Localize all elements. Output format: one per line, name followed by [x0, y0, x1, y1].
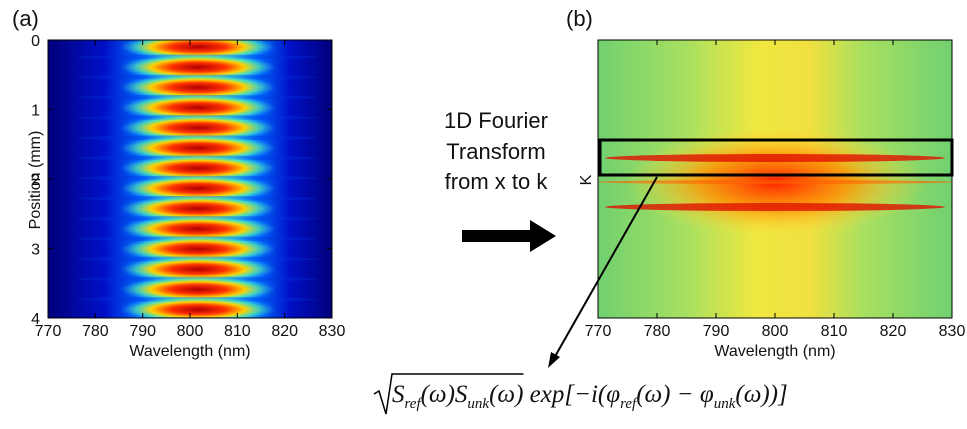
equation-term: (ω) — [489, 381, 523, 408]
fringe — [120, 256, 276, 283]
x-tick-label: 780 — [82, 323, 109, 340]
fringe — [120, 74, 276, 101]
arrow-text: from x to k — [445, 169, 549, 194]
fringe — [120, 94, 276, 121]
highlight-box — [598, 138, 954, 177]
x-axis-label: Wavelength (nm) — [714, 343, 835, 360]
y-tick-label: 3 — [31, 242, 40, 259]
x-axis-label: Wavelength (nm) — [129, 343, 250, 360]
heatmap-b — [598, 40, 952, 318]
y-axis-label: K — [578, 174, 595, 185]
x-tick-label: 770 — [585, 323, 612, 340]
x-tick-label: 810 — [224, 323, 251, 340]
sqrt-sign — [373, 373, 524, 415]
x-tick-label: 820 — [880, 323, 907, 340]
x-tick-label: 790 — [129, 323, 156, 340]
equation-term: S — [392, 381, 405, 408]
fringe — [120, 276, 276, 303]
equation-term: φ — [606, 381, 620, 408]
x-tick-label: 770 — [35, 323, 62, 340]
transform-arrow — [462, 220, 556, 252]
y-tick-label: 2 — [31, 172, 40, 189]
fringe — [120, 175, 276, 202]
x-tick-label: 830 — [319, 323, 346, 340]
x-tick-label: 800 — [177, 323, 204, 340]
fringe — [120, 135, 276, 161]
fringe — [120, 54, 276, 81]
equation-term: ref — [620, 396, 638, 412]
pointer-line — [552, 176, 658, 361]
equation-term: ref — [405, 396, 423, 412]
arrow-text: Transform — [446, 139, 545, 164]
fringe — [120, 114, 276, 141]
fringe — [120, 155, 276, 182]
fringe — [120, 195, 276, 222]
equation-term: (ω) − — [636, 381, 700, 408]
equation-term: unk — [714, 396, 736, 412]
panel-label: (a) — [12, 6, 39, 31]
y-tick-label: 1 — [31, 103, 40, 120]
equation: Sref(ω)Sunk(ω) exp[−i(φref(ω) − φunk(ω))… — [392, 381, 788, 412]
y-tick-label: 4 — [31, 311, 40, 328]
equation-term: S — [455, 381, 468, 408]
equation-term: i — [591, 381, 598, 408]
x-tick-label: 780 — [644, 323, 671, 340]
x-tick-label: 790 — [703, 323, 730, 340]
x-tick-label: 810 — [821, 323, 848, 340]
fringe — [120, 215, 276, 242]
x-tick-label: 820 — [271, 323, 298, 340]
fringe — [120, 296, 276, 318]
x-tick-label: 830 — [939, 323, 966, 340]
x-tick-label: 800 — [762, 323, 789, 340]
fringe — [120, 236, 276, 262]
heatmap-a — [48, 40, 332, 318]
equation-term: φ — [700, 381, 714, 408]
arrow-text: 1D Fourier — [444, 108, 548, 133]
equation-term: ( — [598, 381, 608, 408]
equation-term: (ω) — [421, 381, 455, 408]
panel-label: (b) — [566, 6, 593, 31]
y-axis-label: Position (mm) — [27, 131, 44, 230]
y-tick-label: 0 — [31, 33, 40, 50]
equation-term: exp[− — [523, 381, 591, 408]
pointer-head — [548, 352, 560, 368]
equation-term: (ω))] — [735, 381, 787, 408]
equation-term: unk — [467, 396, 489, 412]
